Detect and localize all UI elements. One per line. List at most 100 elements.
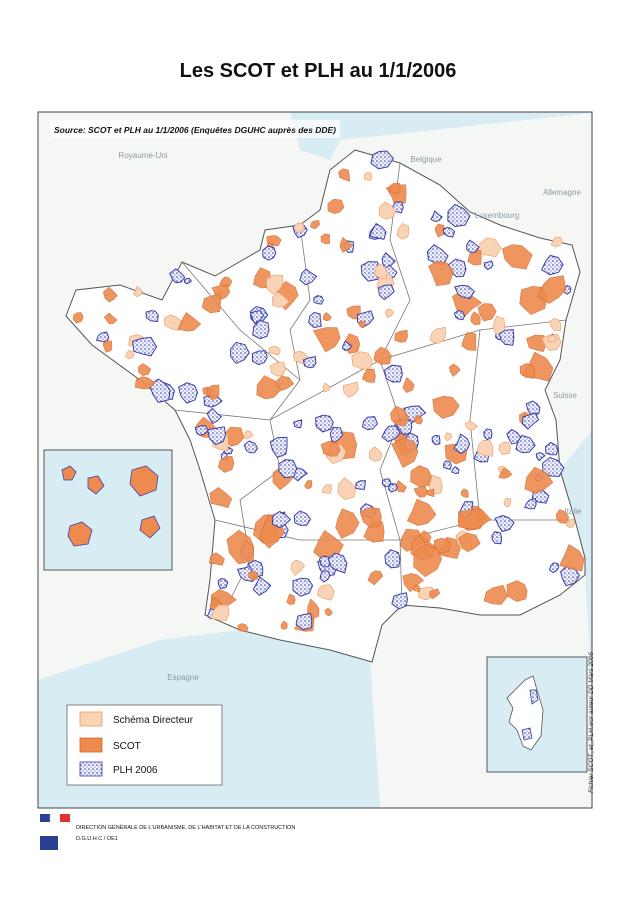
footer-organization: DIRECTION GÉNÉRALE DE L'URBANISME, DE L'… <box>76 824 295 831</box>
scot-zone <box>320 233 331 245</box>
plh-zone <box>194 425 209 436</box>
country-label: Italie <box>565 507 582 516</box>
scot-zone <box>389 182 401 195</box>
scot-zone <box>209 487 233 508</box>
legend-swatch <box>79 737 103 753</box>
scot-zone <box>361 368 376 383</box>
plh-zone <box>453 284 476 300</box>
plh-zone <box>177 382 199 404</box>
plh-zone <box>542 456 565 477</box>
country-label: Luxembourg <box>475 211 519 220</box>
scot-zone <box>208 552 225 566</box>
schema-directeur-zone <box>163 314 184 332</box>
schema-directeur-zone <box>549 317 562 332</box>
plh-zone <box>540 254 564 276</box>
map-frame <box>37 111 593 809</box>
plh-zone <box>217 578 229 589</box>
plh-zone <box>544 441 559 456</box>
scot-zone <box>506 580 528 602</box>
schema-directeur-zone <box>268 345 281 356</box>
plh-zone <box>330 426 344 444</box>
title: Les SCOT et PLH au 1/1/2006 <box>180 60 457 82</box>
scot-zone <box>460 488 469 498</box>
scot-zone <box>391 437 419 469</box>
schema-directeur-zone <box>363 172 373 181</box>
schema-directeur-zone <box>396 223 410 240</box>
scot-zone <box>206 384 220 401</box>
scot-zone <box>358 320 367 328</box>
schema-directeur-zone <box>294 222 305 233</box>
scot-zone <box>322 311 332 322</box>
plh-zone <box>515 434 536 454</box>
scot-zone <box>434 537 452 554</box>
scot-zone <box>201 292 221 314</box>
schema-directeur-zone <box>476 439 494 457</box>
scot-zone <box>390 405 410 427</box>
schema-directeur-zone <box>317 584 335 601</box>
plh-zone <box>206 426 227 446</box>
plh-zone <box>292 577 314 597</box>
scot-zone <box>102 340 113 353</box>
scot-zone <box>280 620 288 630</box>
plh-zone <box>370 150 395 170</box>
schema-directeur-zone <box>321 484 332 494</box>
scot-zone <box>483 585 509 605</box>
scot-zone <box>402 573 424 593</box>
plh-zone <box>278 459 298 479</box>
scot-zone <box>310 220 321 230</box>
scot-zone <box>102 286 118 303</box>
source-bg <box>50 120 340 138</box>
scot-zone <box>537 275 567 304</box>
scot-zone <box>519 363 536 379</box>
plh-zone <box>230 341 250 365</box>
schema-directeur-zone <box>125 350 135 360</box>
legend-label: PLH 2006 <box>113 765 158 776</box>
scot-zone <box>177 312 202 332</box>
plh-zone <box>521 412 540 430</box>
scot-zone <box>428 260 454 287</box>
scot-zone <box>134 376 156 390</box>
scot-zone <box>406 498 437 526</box>
scot-zone <box>312 327 341 353</box>
plh-zone <box>132 336 158 357</box>
map-area: Schéma Directeur SCOT PLH 2006 <box>38 112 592 808</box>
plh-zone <box>360 261 381 282</box>
plh-zone <box>313 295 324 305</box>
plh-zone <box>506 428 522 445</box>
plh-zone <box>252 319 270 340</box>
scot-zone <box>524 466 554 494</box>
plh-zone <box>450 466 460 474</box>
schema-directeur-zone <box>565 519 575 529</box>
scot-zone <box>457 532 481 553</box>
schema-directeur-zone <box>243 430 254 440</box>
scot-zone <box>413 414 423 425</box>
plh-zone <box>249 310 265 324</box>
plh-zone <box>293 510 312 526</box>
schema-directeur-zone <box>429 327 446 345</box>
schema-directeur-zone <box>269 361 286 377</box>
logo-ministry <box>40 836 58 850</box>
plh-zone <box>292 419 303 429</box>
plh-zone <box>442 226 456 238</box>
scot-zone <box>501 244 533 270</box>
legend-swatch <box>79 711 103 727</box>
plh-zone <box>383 364 403 383</box>
schema-directeur-zone <box>503 497 512 508</box>
scot-zone <box>276 375 295 391</box>
country-label: Allemagne <box>543 188 581 197</box>
plh-zone <box>453 309 466 321</box>
schema-directeur-zone <box>550 236 563 248</box>
scot-zone <box>237 623 249 633</box>
schema-directeur-zone <box>378 201 397 220</box>
source: Source: SCOT et PLH au 1/1/2006 (Enquête… <box>54 125 336 135</box>
schema-directeur-zone <box>498 441 511 455</box>
plh-zone <box>251 350 268 366</box>
scot-zone <box>256 375 282 400</box>
plh-zone <box>368 222 387 240</box>
scot-zone <box>286 593 296 605</box>
scot-zone <box>335 508 360 539</box>
schema-directeur-zone <box>290 559 305 576</box>
plh-zone <box>269 436 288 459</box>
schema-directeur-zone <box>211 604 230 622</box>
scot-zone <box>104 312 118 325</box>
